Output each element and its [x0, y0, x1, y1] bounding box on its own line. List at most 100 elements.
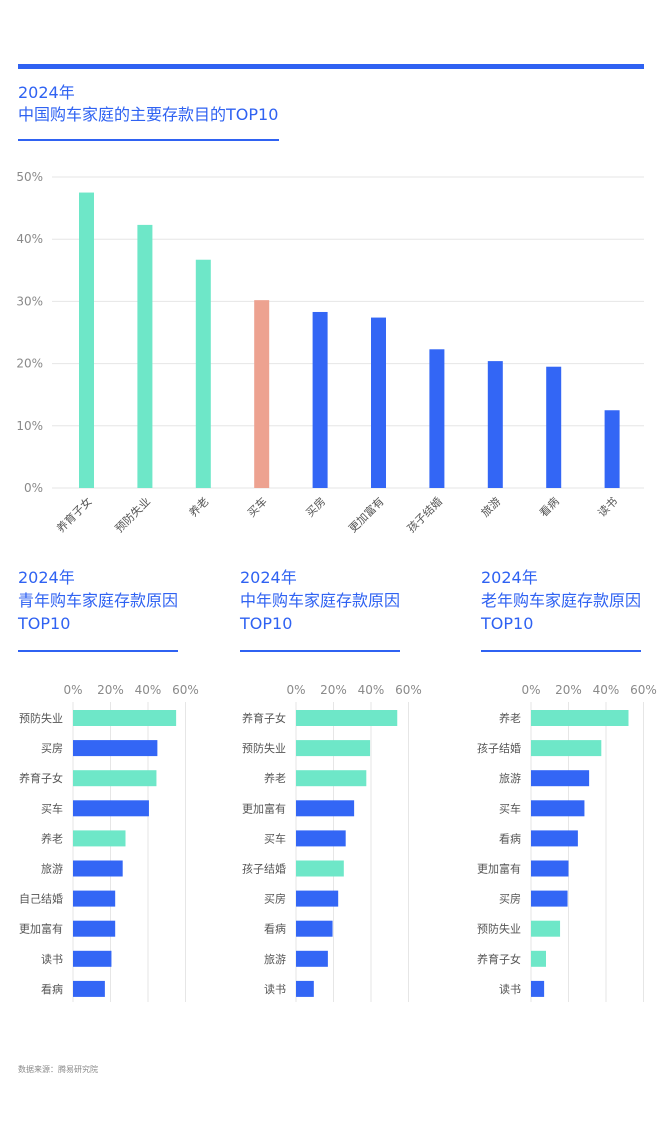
- main-y-tick-label: 30%: [16, 294, 43, 308]
- panel-middle-age-category-label: 买房: [264, 893, 286, 906]
- panel-elderly-x-tick-label: 40%: [593, 683, 620, 697]
- panel-middle-age-category-label: 更加富有: [242, 801, 286, 815]
- panel-middle-age-category-label: 养老: [264, 771, 286, 785]
- panel-youth-x-tick-label: 60%: [172, 683, 199, 697]
- main-x-tick-label: 养老: [186, 494, 211, 519]
- main-y-tick-label: 50%: [16, 170, 43, 184]
- panel-youth-bar: [73, 830, 126, 847]
- panel-youth-category-label: 读书: [41, 952, 63, 966]
- main-x-tick-label: 看病: [536, 494, 561, 519]
- main-bar: [195, 259, 211, 488]
- panel-middle-age-category-label: 预防失业: [242, 741, 286, 755]
- panel-elderly-x-tick-label: 20%: [555, 683, 582, 697]
- panel-middle-age-bar: [296, 710, 398, 726]
- panel-title-line3: TOP10: [240, 614, 293, 633]
- panel-elderly-bar: [531, 770, 590, 787]
- panel-middle-age-x-tick-label: 20%: [320, 683, 347, 697]
- panel-youth-x-tick-label: 0%: [63, 683, 82, 697]
- panel-youth-category-label: 自己结婚: [19, 892, 63, 906]
- panel-middle-age-bar: [296, 830, 346, 847]
- panel-elderly-bar: [531, 950, 546, 967]
- panel-youth-category-label: 更加富有: [19, 922, 63, 936]
- main-bar: [371, 317, 386, 488]
- panel-youth-bar: [73, 980, 105, 997]
- panel-youth-bar: [73, 740, 158, 757]
- panel-middle-age-category-label: 买车: [264, 831, 286, 845]
- panel-elderly-bar: [531, 860, 569, 877]
- panel-youth-category-label: 买车: [41, 801, 63, 815]
- panel-elderly-bar: [531, 980, 545, 997]
- panel-elderly-bar: [531, 710, 629, 726]
- main-x-tick-label: 预防失业: [112, 494, 153, 535]
- panel-title-line2: 中年购车家庭存款原因: [240, 591, 401, 610]
- panel-youth-bar: [73, 770, 157, 787]
- panel-elderly-category-label: 读书: [499, 982, 521, 996]
- panel-elderly-bar: [531, 800, 585, 817]
- panel-elderly-x-tick-label: 60%: [630, 683, 657, 697]
- main-bar: [254, 300, 270, 488]
- main-title-text: 中国购车家庭的主要存款目的TOP10: [18, 105, 279, 124]
- panel-elderly-category-label: 养育子女: [477, 952, 521, 966]
- panel-elderly-category-label: 看病: [499, 831, 521, 845]
- panel-middle-age-x-tick-label: 40%: [358, 683, 385, 697]
- panel-youth-category-label: 买房: [41, 742, 63, 755]
- panel-title-line2: 青年购车家庭存款原因: [18, 591, 179, 610]
- panel-youth-category-label: 看病: [41, 982, 63, 996]
- panel-elderly-category-label: 养老: [499, 711, 521, 725]
- panel-youth-x-tick-label: 40%: [135, 683, 162, 697]
- panel-middle-age-category-label: 旅游: [264, 952, 286, 966]
- panel-elderly-bar: [531, 740, 602, 757]
- panel-youth-bar: [73, 950, 112, 967]
- panel-title-elderly: 2024年 老年购车家庭存款原因 TOP10: [481, 566, 641, 635]
- main-bar: [79, 192, 94, 489]
- panel-elderly-bar: [531, 890, 568, 907]
- panel-elderly-category-label: 预防失业: [477, 922, 521, 936]
- main-bar: [546, 366, 562, 488]
- panel-middle-age-bar: [296, 740, 371, 757]
- main-bar: [429, 349, 445, 488]
- main-y-tick-label: 40%: [16, 232, 43, 246]
- panel-middle-age-bar: [296, 860, 344, 877]
- panel-title-line1: 2024年: [18, 568, 75, 587]
- main-bar: [487, 361, 503, 488]
- data-source-note: 数据来源：腾易研究院: [18, 1065, 98, 1074]
- panel-elderly-category-label: 更加富有: [477, 862, 521, 876]
- panel-title-line3: TOP10: [481, 614, 534, 633]
- panel-title-middle-age: 2024年 中年购车家庭存款原因 TOP10: [240, 566, 400, 635]
- main-bar: [604, 410, 620, 488]
- panel-elderly-x-tick-label: 0%: [521, 683, 540, 697]
- panel-elderly-bar: [531, 920, 561, 937]
- main-y-tick-label: 0%: [24, 481, 43, 495]
- main-y-tick-label: 20%: [16, 357, 43, 371]
- panel-title-line1: 2024年: [481, 568, 538, 587]
- main-x-tick-label: 买车: [244, 494, 269, 519]
- panel-title-youth: 2024年 青年购车家庭存款原因 TOP10: [18, 566, 178, 635]
- panel-youth-bar: [73, 710, 177, 726]
- top-accent-bar: [18, 64, 644, 69]
- panel-middle-age-category-label: 读书: [264, 982, 286, 996]
- main-x-tick-label: 买房: [303, 495, 328, 520]
- panel-youth-bar: [73, 920, 116, 937]
- panel-underline-middle-age: [240, 650, 400, 652]
- main-title-underline: [18, 139, 279, 141]
- panel-youth-category-label: 旅游: [41, 862, 63, 876]
- main-x-tick-label: 旅游: [478, 494, 503, 519]
- panel-middle-age-x-tick-label: 60%: [395, 683, 422, 697]
- main-x-tick-label: 孩子结婚: [404, 494, 445, 535]
- main-x-tick-label: 读书: [595, 494, 620, 519]
- main-x-tick-label: 养育子女: [54, 494, 95, 535]
- panel-middle-age-category-label: 看病: [264, 922, 286, 936]
- panel-elderly-bar: [531, 830, 578, 847]
- panel-underline-elderly: [481, 650, 641, 652]
- panel-middle-age-bar: [296, 890, 339, 907]
- panel-middle-age-category-label: 养育子女: [242, 711, 286, 725]
- panel-title-line1: 2024年: [240, 568, 297, 587]
- panel-youth-bar: [73, 800, 149, 817]
- panel-middle-age-x-tick-label: 0%: [286, 683, 305, 697]
- main-bar: [312, 311, 328, 488]
- panel-middle-age-bar: [296, 770, 367, 787]
- panel-elderly-category-label: 买房: [499, 893, 521, 906]
- panel-underline-youth: [18, 650, 178, 652]
- panel-middle-age-category-label: 孩子结婚: [242, 862, 286, 876]
